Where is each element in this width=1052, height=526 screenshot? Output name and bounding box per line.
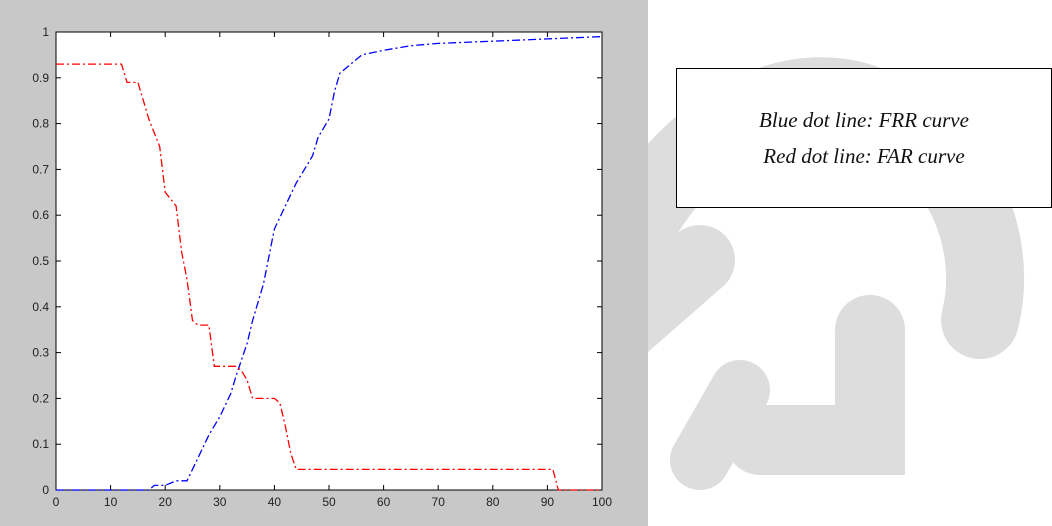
y-tick-label: 0.3 <box>32 346 49 360</box>
x-tick-label: 0 <box>53 495 60 509</box>
y-tick-label: 1 <box>42 25 49 39</box>
y-tick-label: 0.1 <box>32 437 49 451</box>
x-tick-label: 30 <box>213 495 227 509</box>
axis-ticks <box>55 31 603 491</box>
plot-area <box>55 31 603 491</box>
tick-labels: 0 10 20 30 40 50 60 70 80 90 100 0 0.1 0.2 0.3 0.4 0.5 0.… <box>32 25 612 509</box>
x-tick-label: 10 <box>104 495 118 509</box>
x-tick-label: 90 <box>541 495 555 509</box>
legend-entry-far: Red dot line: FAR curve <box>763 144 965 168</box>
far-curve-line <box>56 63 602 491</box>
y-tick-label: 0.6 <box>32 208 49 222</box>
y-tick-label: 0.7 <box>32 162 49 176</box>
y-tick-label: 0.5 <box>32 254 49 268</box>
series-lines <box>56 35 603 491</box>
line-chart: 0 10 20 30 40 50 60 70 80 90 100 0 0.1 0.2 0.3 0.4 0.5 0.… <box>32 25 612 509</box>
y-tick-label: 0 <box>42 483 49 497</box>
frr-curve-line <box>56 35 603 491</box>
x-tick-label: 40 <box>268 495 282 509</box>
x-tick-label: 100 <box>592 495 612 509</box>
x-tick-label: 50 <box>322 495 336 509</box>
x-tick-label: 20 <box>159 495 173 509</box>
legend-box: Blue dot line: FRR curve Red dot line: F… <box>676 68 1052 208</box>
y-tick-label: 0.8 <box>32 117 49 131</box>
x-tick-label: 60 <box>377 495 391 509</box>
y-tick-label: 0.4 <box>32 300 49 314</box>
x-tick-label: 80 <box>486 495 500 509</box>
legend-entry-frr: Blue dot line: FRR curve <box>759 108 969 132</box>
plot-axes <box>55 31 603 491</box>
y-tick-label: 0.9 <box>32 71 49 85</box>
y-tick-label: 0.2 <box>32 391 49 405</box>
x-tick-label: 70 <box>432 495 446 509</box>
